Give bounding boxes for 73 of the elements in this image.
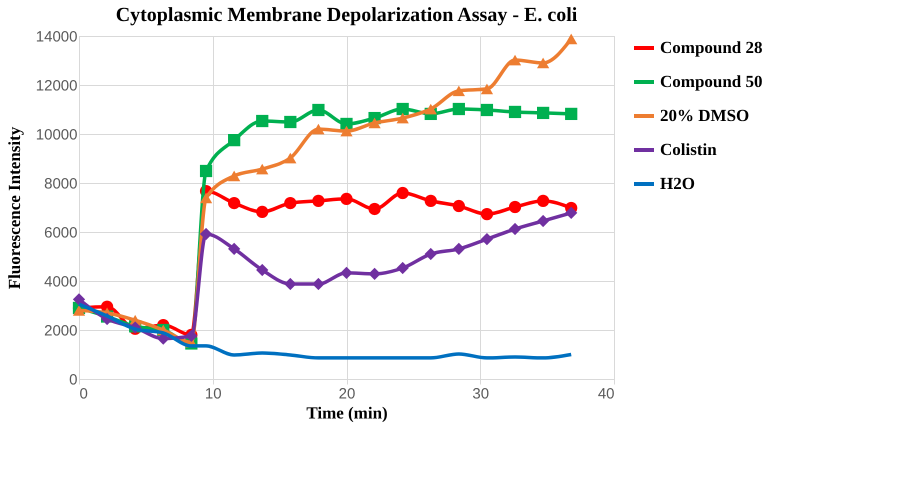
point	[284, 152, 296, 164]
point	[396, 262, 409, 274]
point	[200, 192, 212, 204]
point	[396, 112, 409, 124]
y-tick-label: 8000	[44, 176, 78, 192]
point	[536, 58, 550, 68]
point	[424, 194, 437, 207]
point	[72, 305, 86, 316]
point	[256, 206, 268, 218]
point	[396, 102, 409, 116]
point	[312, 104, 325, 116]
y-tick-label: 0	[69, 372, 78, 388]
point	[284, 278, 296, 290]
point	[312, 124, 325, 134]
x-axis-title: Time (min)	[306, 404, 388, 422]
point	[565, 206, 578, 220]
point	[200, 228, 212, 240]
point	[565, 108, 578, 120]
point	[312, 194, 325, 207]
point	[340, 266, 353, 280]
point	[256, 114, 268, 128]
point	[256, 164, 268, 174]
point	[340, 126, 353, 136]
point	[228, 242, 240, 256]
point	[424, 248, 437, 260]
point	[284, 196, 296, 210]
point	[368, 202, 381, 216]
point	[256, 264, 268, 276]
y-tick-label: 12000	[36, 78, 78, 94]
x-tick-label: 10	[204, 386, 222, 402]
point	[508, 200, 522, 214]
point	[536, 194, 550, 207]
point	[480, 84, 494, 94]
point	[368, 118, 381, 128]
x-tick-label: 30	[472, 386, 490, 402]
y-tick-label: 2000	[44, 322, 78, 340]
legend-label: 20% DMSO	[660, 106, 750, 125]
point	[508, 106, 522, 118]
point	[228, 196, 240, 210]
point	[228, 170, 240, 182]
legend-label: Compound 28	[660, 38, 763, 57]
x-tick-label: 0	[80, 386, 88, 402]
point	[480, 104, 494, 116]
y-tick-label: 14000	[36, 28, 78, 46]
point	[480, 208, 494, 220]
point	[536, 106, 550, 120]
point	[508, 222, 522, 236]
point	[565, 34, 578, 44]
point	[508, 54, 522, 66]
point	[396, 186, 409, 200]
point	[480, 232, 494, 246]
point	[284, 116, 296, 128]
x-tick-label: 40	[598, 386, 614, 402]
point	[452, 242, 465, 256]
legend-label: Compound 50	[660, 72, 763, 91]
y-tick-label: 10000	[36, 126, 78, 144]
legend-label: Colistin	[660, 140, 718, 159]
x-tick-label: 20	[338, 386, 356, 402]
y-tick-label: 6000	[44, 224, 78, 242]
y-tick-label: 4000	[44, 274, 78, 290]
point	[424, 104, 437, 114]
point	[72, 293, 86, 306]
legend-label: H2O	[660, 174, 695, 193]
y-axis-title: Fluorescence Intensity	[4, 126, 24, 290]
chart-title: Cytoplasmic Membrane Depolarization Assay - E. coli	[116, 4, 578, 26]
point	[536, 214, 550, 228]
point	[452, 102, 465, 116]
point	[452, 200, 465, 212]
point	[200, 164, 212, 178]
point	[312, 278, 325, 290]
point	[340, 192, 353, 206]
point	[228, 134, 240, 146]
point	[452, 86, 465, 96]
